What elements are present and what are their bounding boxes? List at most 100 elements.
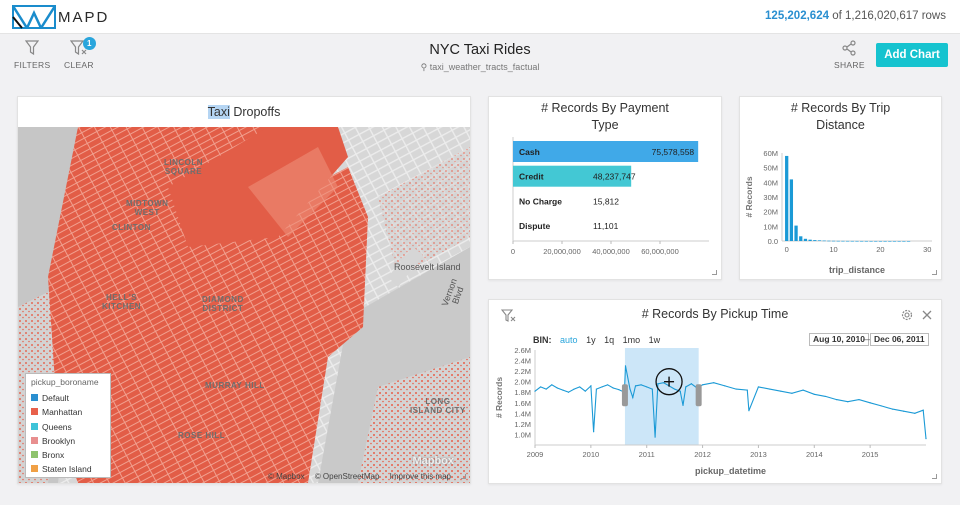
filters-button[interactable]: FILTERS: [14, 40, 50, 70]
brush-handle[interactable]: [695, 384, 702, 407]
bin-option-1y[interactable]: 1y: [586, 335, 596, 345]
gear-icon[interactable]: [900, 308, 914, 322]
payment-bar[interactable]: [513, 165, 632, 187]
improve-map-link[interactable]: Improve this map: [389, 472, 451, 481]
distance-bar[interactable]: [827, 240, 831, 242]
bin-option-1mo[interactable]: 1mo: [622, 335, 641, 345]
distance-bar[interactable]: [836, 240, 840, 242]
distance-bar[interactable]: [808, 239, 812, 241]
resize-handle[interactable]: [932, 474, 937, 479]
pointmap-canvas[interactable]: LINCOLN SQUARE MIDTOWN WEST CLINTON HELL'S…: [18, 127, 470, 483]
distance-bar[interactable]: [841, 240, 845, 242]
time-series-point: [858, 399, 860, 401]
distance-bar[interactable]: [864, 240, 869, 242]
distance-y-axis-label: # Records: [744, 176, 754, 217]
distance-bar[interactable]: [785, 155, 789, 241]
time-series-point: [914, 412, 916, 414]
time-series-point: [545, 388, 547, 390]
dashboard-table-name[interactable]: ⚲ taxi_weather_tracts_factual: [0, 62, 960, 73]
payment-x-tick-label: 20,000,000: [543, 247, 581, 256]
add-chart-button[interactable]: Add Chart: [876, 43, 948, 67]
active-filter-badge: 1: [82, 37, 96, 50]
distance-bar[interactable]: [855, 240, 859, 242]
legend-item[interactable]: Queens: [31, 420, 105, 434]
legend-swatch: [31, 422, 38, 430]
distance-bar[interactable]: [878, 240, 883, 242]
bin-option-1w[interactable]: 1w: [648, 335, 661, 345]
mapbox-attribution-link[interactable]: © Mapbox: [268, 472, 305, 481]
legend-item[interactable]: Staten Island: [31, 462, 105, 476]
legend-title: pickup_boroname: [31, 377, 99, 387]
move-cursor-icon: [655, 368, 683, 396]
distance-bar[interactable]: [850, 240, 854, 242]
distance-bar[interactable]: [860, 240, 864, 242]
resize-handle[interactable]: [461, 474, 466, 479]
distance-bar[interactable]: [789, 179, 794, 241]
bin-option-1q[interactable]: 1q: [604, 335, 615, 345]
clear-filters-button[interactable]: CLEAR 1: [64, 37, 96, 70]
top-bar: MAPD 125,202,624 of 1,216,020,617 rows: [0, 0, 960, 34]
legend-item[interactable]: Manhattan: [31, 405, 105, 419]
distance-bar[interactable]: [794, 225, 798, 241]
time-series-point: [802, 389, 804, 391]
map-label-clinton: CLINTON: [112, 223, 151, 232]
osm-attribution-link[interactable]: © OpenStreetMap: [314, 472, 380, 481]
distance-x-tick-label: 30: [923, 245, 931, 254]
time-series-point: [701, 384, 704, 386]
distance-bar[interactable]: [883, 240, 887, 242]
payment-bar-value: 11,101: [593, 221, 619, 231]
distance-bar[interactable]: [888, 240, 892, 242]
resize-handle[interactable]: [712, 270, 717, 275]
date-range-start-input[interactable]: Aug 10, 2010: [809, 333, 869, 346]
resize-handle[interactable]: [932, 270, 937, 275]
time-series-point: [922, 409, 924, 411]
share-button[interactable]: SHARE: [834, 40, 865, 70]
legend-item[interactable]: Bronx: [31, 448, 105, 462]
distance-bar[interactable]: [869, 240, 873, 242]
time-series-point: [539, 386, 542, 388]
distance-bar[interactable]: [874, 240, 878, 242]
distance-bar[interactable]: [845, 240, 850, 242]
time-brush-selection[interactable]: [624, 348, 699, 445]
legend-item[interactable]: Brooklyn: [31, 434, 105, 448]
distance-bar[interactable]: [902, 240, 906, 242]
time-y-tick-label: 1.2M: [514, 420, 531, 429]
payment-bar[interactable]: [513, 141, 699, 162]
distance-bar[interactable]: [897, 240, 901, 242]
legend-item[interactable]: Default: [31, 391, 105, 405]
map-legend[interactable]: pickup_boroname Default Manhattan Queens Br…: [25, 373, 111, 478]
distance-bar[interactable]: [822, 240, 826, 242]
distance-bar[interactable]: [817, 240, 822, 241]
time-series-point: [791, 392, 793, 394]
legend-label: Bronx: [42, 450, 65, 461]
distance-y-tick-label: 20M: [763, 208, 778, 217]
distance-bar[interactable]: [813, 240, 817, 241]
time-series-line[interactable]: [534, 365, 927, 439]
time-series-point: [869, 402, 871, 404]
time-series-point: [590, 385, 592, 387]
brush-handle[interactable]: [621, 384, 628, 407]
distance-bar[interactable]: [831, 240, 836, 242]
chart-filter-icon[interactable]: [501, 309, 517, 323]
time-x-tick-label: 2015: [862, 450, 879, 459]
bin-option-auto[interactable]: auto: [560, 335, 578, 345]
trip-distance-histogram[interactable]: 0.0 10M 20M 30M 40M 50M 60M 0 10 20 30 trip_distanc…: [740, 135, 941, 280]
distance-bar[interactable]: [803, 238, 808, 241]
dashboard-title[interactable]: NYC Taxi Rides: [429, 42, 531, 58]
distance-bar[interactable]: [799, 236, 803, 241]
time-series-point: [634, 385, 637, 387]
time-series-point: [748, 410, 750, 412]
clear-label: CLEAR: [64, 60, 94, 70]
legend-label: Manhattan: [42, 407, 83, 418]
payment-bar-chart[interactable]: Cash 75,578,558 Credit 48,237,747 No Charge 1…: [489, 135, 721, 280]
distance-bar[interactable]: [892, 240, 897, 242]
date-range-end-input[interactable]: Dec 06, 2011: [870, 333, 929, 346]
time-series-point: [651, 388, 653, 390]
close-icon[interactable]: [922, 310, 932, 320]
payment-bar-label: Dispute: [519, 221, 550, 231]
pickup-time-line-chart[interactable]: 1.0M1.2M 1.4M1.6M 1.8M2.0M 2.2M2.4M 2.6M 2009…: [489, 348, 941, 483]
mapbox-watermark: Mapbox: [412, 455, 454, 467]
dashboard-toolbar: FILTERS CLEAR 1 NYC Taxi Rides ⚲ taxi_we…: [0, 34, 960, 84]
distance-bar[interactable]: [906, 240, 911, 242]
date-range-separator: —: [863, 334, 872, 344]
